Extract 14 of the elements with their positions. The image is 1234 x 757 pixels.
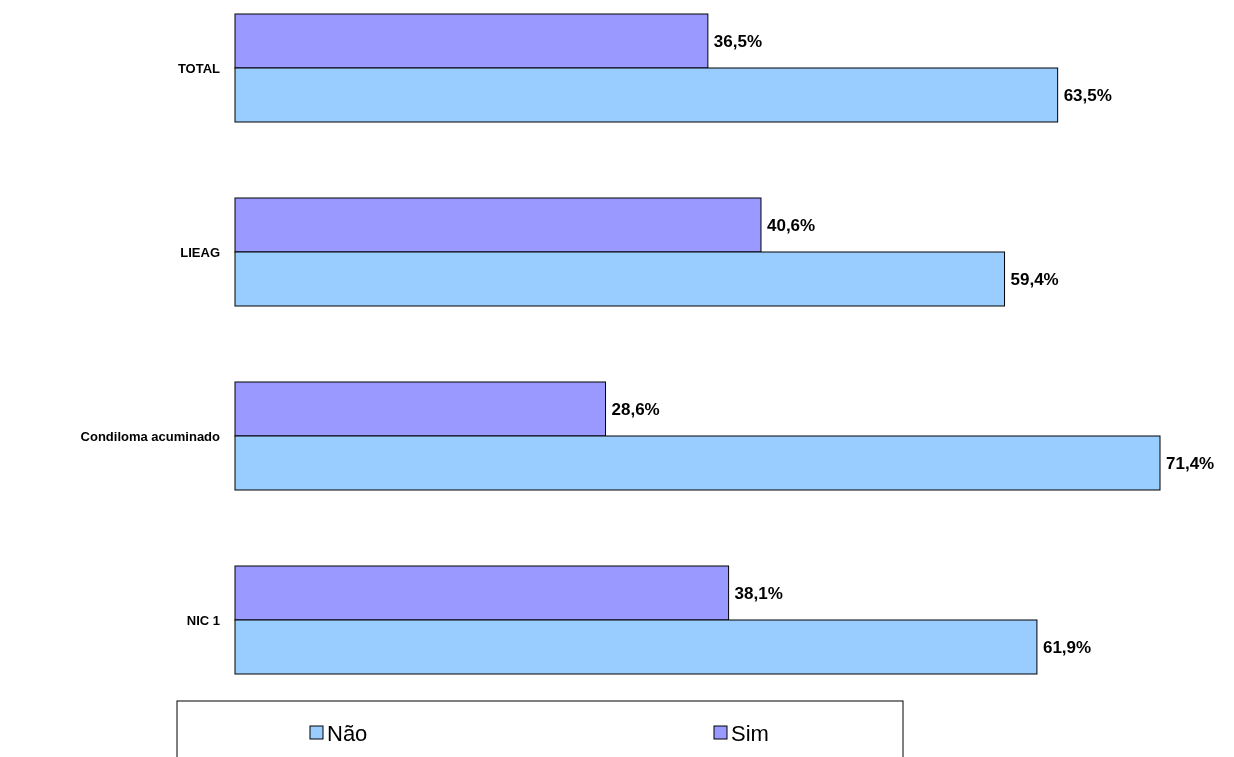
data-label: 63,5% [1063, 85, 1112, 105]
data-label: 28,6% [611, 399, 660, 419]
legend-label: Não [327, 720, 368, 746]
data-label: 61,9% [1042, 637, 1092, 657]
y-tick-label: NIC 1 [186, 612, 220, 628]
y-tick-label: Condiloma acuminado [80, 428, 221, 444]
data-label: 71,4% [1166, 453, 1215, 473]
data-label: 38,1% [734, 583, 783, 603]
data-label: 36,5% [713, 31, 763, 51]
data-label: 59,4% [1010, 269, 1059, 289]
data-label: 40,6% [766, 215, 816, 235]
legend-label: Sim [731, 720, 769, 746]
y-tick-label: LIEAG [180, 244, 220, 260]
y-tick-label: TOTAL [177, 60, 221, 76]
